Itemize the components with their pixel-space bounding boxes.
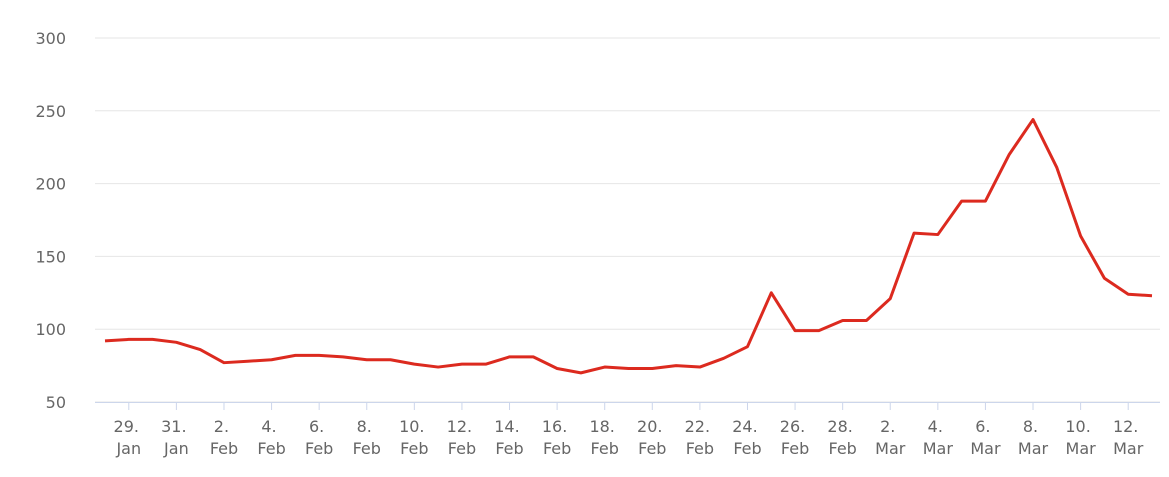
x-tick-label: 26. Feb bbox=[780, 417, 811, 458]
x-tick-label: 16. Feb bbox=[542, 417, 573, 458]
series-line bbox=[104, 118, 1153, 375]
y-tick-label: 250 bbox=[35, 102, 66, 121]
y-tick-label: 50 bbox=[46, 393, 66, 412]
x-tick-label: 2. Feb bbox=[210, 417, 238, 458]
x-tick-label: 8. Mar bbox=[1018, 417, 1049, 458]
x-tick-label: 4. Feb bbox=[257, 417, 285, 458]
x-tick-label: 29. Jan bbox=[114, 417, 145, 458]
y-tick-label: 300 bbox=[35, 29, 66, 48]
x-tick-label: 12. Feb bbox=[447, 417, 478, 458]
x-tick-label: 12. Mar bbox=[1113, 417, 1144, 458]
x-tick-label: 2. Mar bbox=[875, 417, 906, 458]
x-tick-label: 22. Feb bbox=[685, 417, 716, 458]
x-tick-label: 6. Feb bbox=[305, 417, 333, 458]
x-tick-label: 31. Jan bbox=[161, 417, 192, 458]
y-tick-label: 150 bbox=[35, 247, 66, 266]
x-tick-label: 10. Feb bbox=[399, 417, 430, 458]
x-tick-label: 6. Mar bbox=[970, 417, 1001, 458]
x-tick-label: 14. Feb bbox=[494, 417, 525, 458]
x-tick-label: 24. Feb bbox=[732, 417, 763, 458]
x-tick-label: 20. Feb bbox=[637, 417, 668, 458]
x-tick-label: 18. Feb bbox=[589, 417, 620, 458]
x-tick-label: 4. Mar bbox=[923, 417, 954, 458]
y-tick-label: 100 bbox=[35, 320, 66, 339]
x-tick-label: 10. Mar bbox=[1065, 417, 1096, 458]
x-tick-label: 28. Feb bbox=[827, 417, 858, 458]
x-tick-label: 8. Feb bbox=[353, 417, 381, 458]
y-tick-label: 200 bbox=[35, 175, 66, 194]
